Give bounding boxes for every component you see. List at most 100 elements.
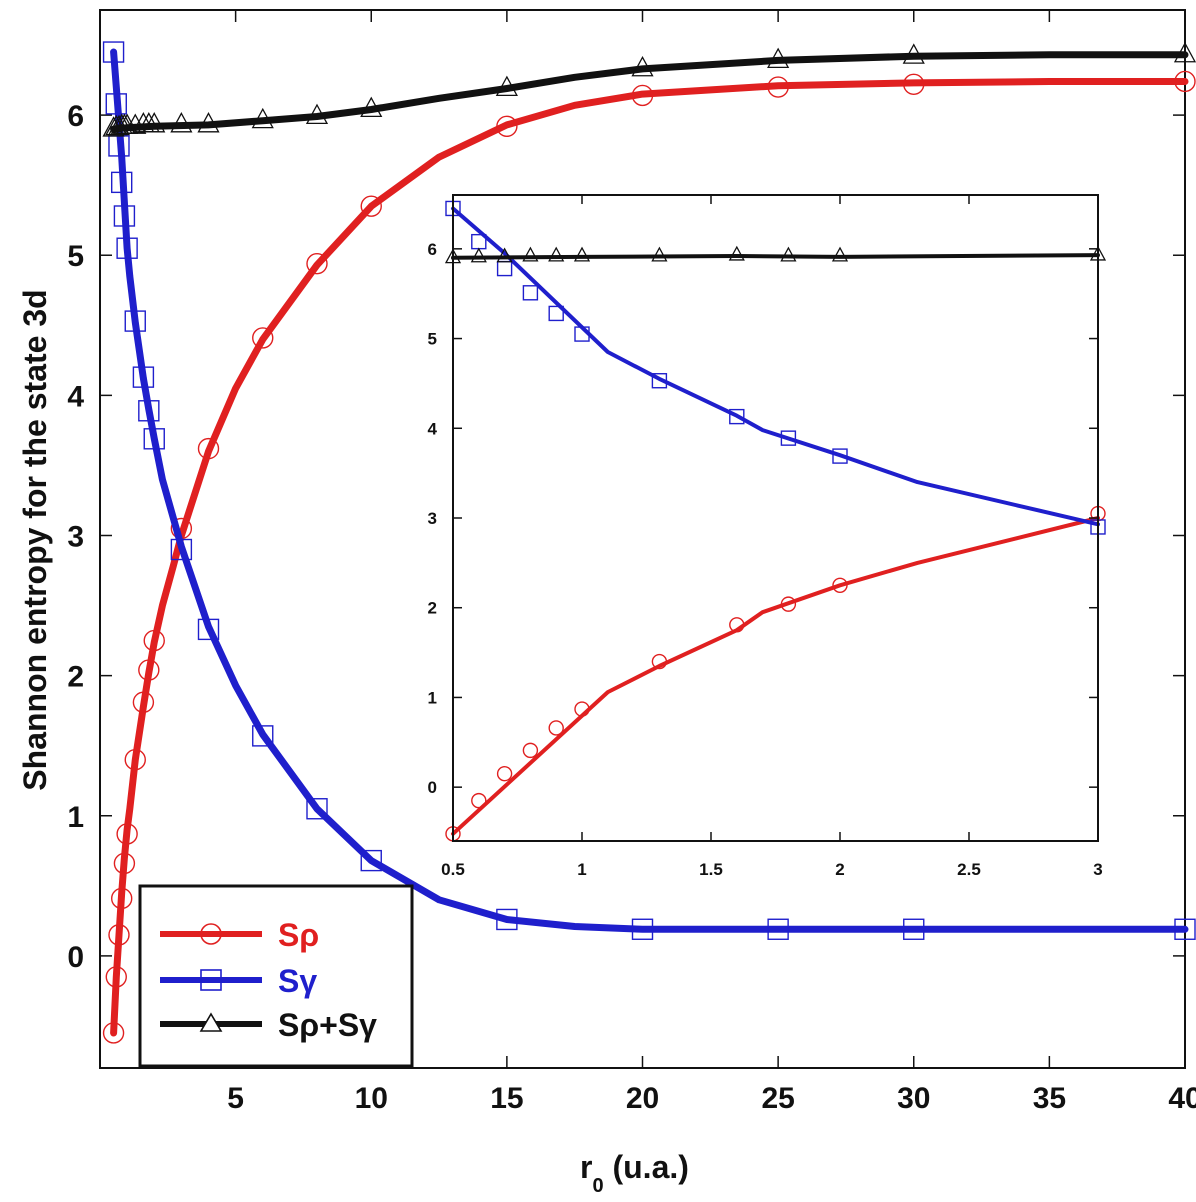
main-y-tick-label-6: 6 — [67, 100, 84, 133]
inset-line-srho — [451, 516, 1100, 836]
inset-point-sgamma-6 — [651, 373, 668, 389]
inset-y-tick-label-6: 6 — [428, 240, 437, 259]
main-point-sgamma-15 — [496, 908, 518, 931]
main-point-srho-13 — [306, 252, 328, 275]
main-point-srho-16 — [631, 84, 654, 107]
legend-marker-sum — [199, 1012, 223, 1032]
main-point-sgamma-17 — [767, 918, 789, 940]
main-point-srho-18 — [903, 73, 925, 95]
main-y-tick-label-4: 4 — [67, 380, 84, 413]
inset-point-srho-7 — [729, 617, 745, 633]
legend-marker-s-rho — [200, 923, 222, 945]
inset-line-sgamma — [451, 206, 1100, 527]
main-point-srho-plus-sgamma-16 — [631, 55, 654, 77]
main-x-tick-label-3: 20 — [626, 1082, 659, 1115]
inset-point-srho-4 — [548, 720, 564, 736]
inset-x-tick-label-5: 3 — [1093, 860, 1102, 879]
main-point-sgamma-6 — [124, 310, 146, 332]
inset-y-tick-label-1: 1 — [428, 688, 437, 707]
main-point-srho-plus-sgamma-13 — [305, 103, 329, 125]
main-point-srho-6 — [124, 749, 146, 771]
inset-x-tick-label-3: 2 — [835, 860, 844, 879]
inset-point-srho-plus-sgamma-8 — [780, 246, 797, 262]
main-point-sgamma-7 — [132, 366, 155, 388]
main-point-srho-11 — [197, 437, 220, 460]
main-point-srho-plus-sgamma-19 — [1173, 41, 1196, 63]
x-axis-title-sub: 0 — [592, 1175, 603, 1197]
inset-x-tick-label-2: 1.5 — [699, 860, 723, 879]
main-y-tick-label-1: 1 — [67, 801, 84, 834]
main-point-srho-14 — [360, 195, 382, 217]
inset-y-tick-label-0: 0 — [428, 778, 437, 797]
main-x-tick-label-4: 25 — [761, 1082, 794, 1115]
main-x-tick-label-2: 15 — [490, 1082, 523, 1115]
main-point-sgamma-5 — [116, 237, 138, 259]
inset-point-sgamma-5 — [574, 326, 590, 342]
main-point-srho-19 — [1174, 70, 1196, 93]
main-point-srho-plus-sgamma-11 — [197, 112, 220, 133]
inset-point-sgamma-3 — [522, 285, 539, 301]
main-series-sgamma — [102, 41, 1196, 940]
main-point-srho-plus-sgamma-9 — [143, 112, 166, 133]
main-x-tick-label-0: 5 — [227, 1082, 244, 1115]
main-line-srho-plus-sgamma — [110, 51, 1189, 133]
main-point-sgamma-3 — [110, 171, 133, 194]
inset-point-srho-2 — [496, 766, 513, 782]
inset-point-srho-plus-sgamma-4 — [548, 246, 565, 262]
legend-label-sum: Sρ+Sγ — [278, 1007, 377, 1043]
main-point-sgamma-1 — [105, 93, 127, 115]
inset-point-srho-plus-sgamma-6 — [651, 246, 668, 262]
inset-ticks: 0.5 1 1.5 2 2.5 3 0 1 2 3 4 5 6 — [428, 195, 1103, 879]
main-point-srho-5 — [116, 823, 138, 845]
main-point-sgamma-16 — [631, 918, 654, 940]
inset-point-srho-plus-sgamma-5 — [573, 246, 591, 262]
main-point-sgamma-9 — [143, 428, 165, 450]
main-point-srho-8 — [138, 659, 160, 681]
main-point-srho-17 — [767, 76, 789, 98]
main-point-srho-plus-sgamma-17 — [767, 47, 790, 68]
main-point-srho-1 — [105, 966, 127, 988]
main-point-srho-12 — [252, 327, 274, 349]
main-point-srho-15 — [496, 115, 518, 138]
main-point-srho-plus-sgamma-12 — [251, 107, 274, 129]
main-series — [102, 41, 1196, 1044]
inset-x-tick-label-1: 1 — [577, 860, 586, 879]
inset-x-tick-label-4: 2.5 — [957, 860, 981, 879]
inset-y-tick-label-4: 4 — [428, 419, 438, 438]
legend-box — [138, 884, 414, 1068]
main-point-srho-plus-sgamma-18 — [902, 43, 925, 64]
main-point-sgamma-0 — [102, 41, 125, 63]
main-point-sgamma-10 — [170, 538, 193, 561]
main-point-srho-4 — [113, 852, 136, 875]
legend-label-s-gamma: Sγ — [278, 963, 317, 999]
main-y-tick-label-2: 2 — [67, 661, 84, 694]
main-y-tick-label-0: 0 — [67, 941, 84, 974]
main-series-srho-plus-sgamma — [102, 41, 1196, 137]
inset-point-sgamma-7 — [729, 408, 745, 425]
main-point-srho-2 — [108, 924, 130, 946]
inset-point-srho-plus-sgamma-3 — [522, 246, 539, 262]
main-point-sgamma-8 — [138, 400, 160, 422]
inset-point-sgamma-4 — [548, 305, 564, 322]
inset-series-sgamma — [445, 200, 1106, 535]
main-point-srho-0 — [102, 1022, 125, 1044]
main-point-sgamma-4 — [113, 205, 136, 227]
inset-point-srho-9 — [832, 577, 848, 593]
legend: Sρ Sγ Sρ+Sγ — [138, 884, 414, 1068]
main-point-srho-plus-sgamma-15 — [495, 75, 518, 97]
inset-point-srho-plus-sgamma-2 — [496, 247, 513, 263]
main-point-sgamma-13 — [306, 798, 328, 820]
inset-point-srho-plus-sgamma-9 — [831, 246, 849, 262]
main-point-srho-plus-sgamma-2 — [107, 114, 131, 136]
x-axis-title: r0 (u.a.) — [580, 1149, 689, 1197]
inset-point-sgamma-8 — [780, 430, 797, 446]
inset-y-tick-label-2: 2 — [428, 599, 437, 618]
inset-point-srho-plus-sgamma-1 — [470, 247, 487, 263]
inset-point-srho-6 — [651, 653, 668, 670]
main-y-tick-label-5: 5 — [67, 240, 84, 273]
main-point-sgamma-18 — [903, 918, 925, 940]
main-x-tick-label-1: 10 — [355, 1082, 388, 1115]
inset-point-srho-1 — [471, 792, 487, 809]
